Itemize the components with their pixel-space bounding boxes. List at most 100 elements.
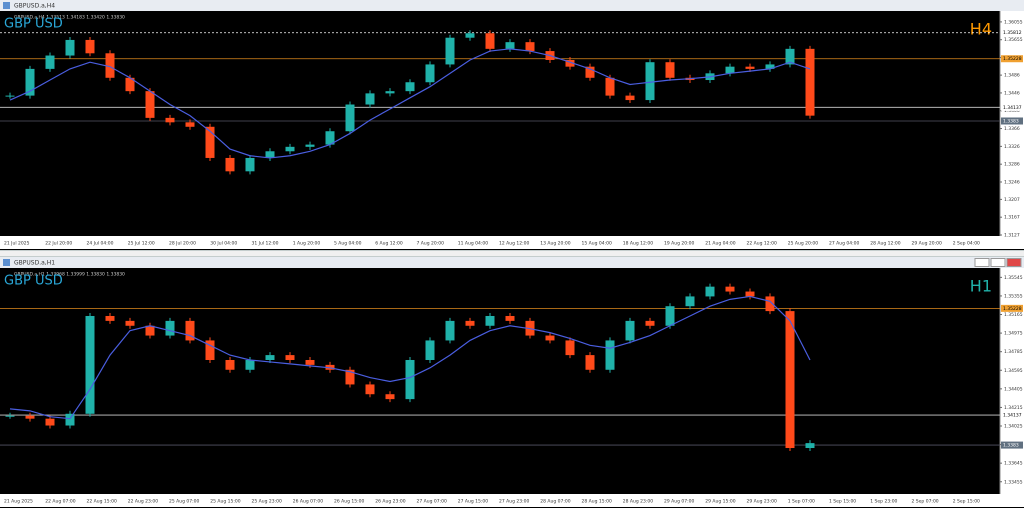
- y-tick-label: 1.3167: [1004, 215, 1020, 221]
- date-label: 15 Aug 04:00: [582, 241, 612, 247]
- candle: [125, 77, 135, 92]
- candle: [365, 93, 375, 105]
- candle: [605, 77, 615, 96]
- y-tick-label: 1.3446: [1004, 90, 1020, 96]
- timeframe-label: H4: [970, 20, 992, 39]
- date-label: 28 Aug 07:00: [540, 499, 570, 505]
- candle: [805, 443, 815, 449]
- price-level-label: 1.34137: [1003, 413, 1022, 419]
- candle: [605, 340, 615, 370]
- moving-average: [9, 295, 811, 420]
- date-label: 22 Jul 20:00: [45, 241, 72, 247]
- candle: [565, 340, 575, 356]
- candle: [405, 82, 415, 92]
- candle: [145, 325, 155, 336]
- candle: [425, 64, 435, 83]
- date-label: 1 Aug 20:00: [293, 241, 321, 247]
- date-label: 11 Aug 04:00: [458, 241, 488, 247]
- price-level-box: [1001, 55, 1023, 63]
- date-label: 28 Aug 12:00: [870, 241, 900, 247]
- candle: [85, 315, 95, 414]
- close-button[interactable]: [1006, 258, 1022, 267]
- date-label: 12 Aug 12:00: [499, 241, 529, 247]
- date-label: 25 Aug 20:00: [788, 241, 818, 247]
- candle: [5, 95, 15, 97]
- candle: [625, 320, 635, 341]
- price-level-box: [1001, 117, 1023, 125]
- candle: [205, 126, 215, 158]
- y-tick-label: 1.3326: [1004, 144, 1020, 150]
- minimize-button[interactable]: [974, 258, 990, 267]
- date-label: 28 Aug 23:00: [623, 499, 653, 505]
- date-label: 22 Aug 07:00: [45, 499, 75, 505]
- date-label: 29 Aug 07:00: [664, 499, 694, 505]
- candle: [45, 418, 55, 426]
- date-label: 27 Aug 07:00: [417, 499, 447, 505]
- candle: [745, 66, 755, 69]
- candle: [145, 91, 155, 118]
- y-tick-label: 1.3127: [1004, 233, 1020, 239]
- symbol-label: GBP USD: [4, 274, 63, 289]
- date-label: 26 Aug 15:00: [334, 499, 364, 505]
- candle: [725, 66, 735, 74]
- candle: [285, 146, 295, 152]
- candle: [25, 68, 35, 96]
- maximize-button[interactable]: [990, 258, 1006, 267]
- candle: [445, 37, 455, 65]
- candle: [405, 359, 415, 400]
- candle: [265, 151, 275, 158]
- date-label: 5 Aug 04:00: [334, 241, 362, 247]
- candle: [385, 91, 395, 94]
- candle: [765, 296, 775, 312]
- symbol-label: GBP USD: [4, 17, 63, 32]
- price-level-box: [1001, 29, 1023, 37]
- y-tick-label: 1.34595: [1004, 368, 1023, 374]
- price-level-box: [1001, 411, 1023, 419]
- y-tick-label: 1.3286: [1004, 162, 1020, 168]
- date-axis: [0, 494, 1024, 507]
- y-tick-label: 1.3406: [1004, 108, 1020, 114]
- date-label: 27 Aug 15:00: [458, 499, 488, 505]
- date-label: 29 Aug 23:00: [747, 499, 777, 505]
- y-tick-label: 1.35545: [1004, 275, 1023, 281]
- y-tick-label: 1.34975: [1004, 331, 1023, 337]
- y-tick-label: 1.34215: [1004, 405, 1023, 411]
- candle: [545, 335, 555, 341]
- candle: [665, 62, 675, 78]
- price-level-label: 1.35812: [1003, 30, 1022, 36]
- candle: [525, 42, 535, 52]
- candle: [305, 359, 315, 365]
- y-tick-label: 1.35355: [1004, 293, 1023, 299]
- candle: [685, 296, 695, 307]
- candle: [645, 62, 655, 101]
- candle: [65, 413, 75, 426]
- candle: [265, 355, 275, 360]
- candle: [25, 415, 35, 419]
- candle: [625, 95, 635, 101]
- candle: [245, 157, 255, 172]
- candle: [485, 33, 495, 49]
- candle: [645, 320, 655, 326]
- candle: [125, 320, 135, 326]
- date-label: 31 Jul 12:00: [252, 241, 279, 247]
- y-tick-label: 1.34785: [1004, 349, 1023, 355]
- y-tick-label: 1.34405: [1004, 386, 1023, 392]
- date-label: 22 Aug 12:00: [747, 241, 777, 247]
- candle: [365, 384, 375, 395]
- price-axis: [1000, 268, 1024, 494]
- candle: [285, 355, 295, 360]
- candle: [745, 291, 755, 297]
- y-tick-label: 1.3246: [1004, 180, 1020, 186]
- y-tick-label: 1.3486: [1004, 73, 1020, 79]
- timeframe-label: H1: [970, 277, 992, 296]
- date-label: 25 Jul 12:00: [128, 241, 155, 247]
- date-label: 27 Aug 04:00: [829, 241, 859, 247]
- y-tick-label: 1.33645: [1004, 461, 1023, 467]
- date-label: 2 Sep 07:00: [912, 499, 939, 505]
- candle: [65, 39, 75, 56]
- candle: [345, 369, 355, 385]
- candle: [585, 355, 595, 370]
- candle: [225, 157, 235, 172]
- candle: [5, 415, 15, 417]
- window-icon: [3, 2, 10, 9]
